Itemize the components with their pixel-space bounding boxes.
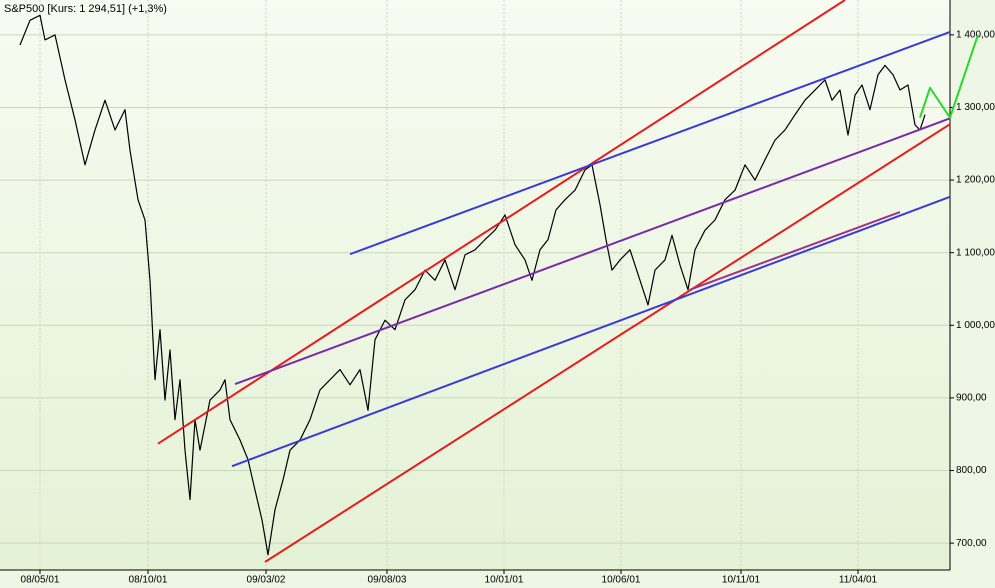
x-tick-label: 10/01/01 (485, 575, 524, 586)
x-tick-label: 09/08/03 (368, 575, 407, 586)
trend-line (349, 31, 951, 256)
trend-line (234, 117, 951, 386)
trend-line (231, 195, 951, 468)
x-tick-label: 09/03/02 (247, 575, 286, 586)
y-tick-label: 700,00 (956, 538, 987, 549)
y-tick-label: 1 200,00 (956, 175, 995, 186)
x-tick-label: 08/05/01 (21, 575, 60, 586)
x-tick-label: 11/04/01 (839, 575, 878, 586)
x-tick-label: 10/11/01 (722, 575, 761, 586)
y-tick-label: 900,00 (956, 393, 987, 404)
plot-area (0, 0, 950, 570)
chart-title: S&P500 [Kurs: 1 294,51] (+1,3%) (4, 3, 167, 15)
price-line (19, 14, 926, 556)
y-tick-label: 1 300,00 (956, 102, 995, 113)
x-tick-label: 08/10/01 (129, 575, 168, 586)
y-tick-label: 1 000,00 (956, 320, 995, 331)
y-tick-label: 1 400,00 (956, 29, 995, 40)
y-tick-label: 800,00 (956, 465, 987, 476)
x-tick-label: 10/06/01 (602, 575, 641, 586)
y-tick-label: 1 100,00 (956, 247, 995, 258)
trend-line (689, 211, 901, 291)
axis-area (950, 0, 995, 588)
trend-line (919, 34, 979, 119)
axis-area (0, 570, 950, 588)
trend-line (264, 123, 951, 563)
